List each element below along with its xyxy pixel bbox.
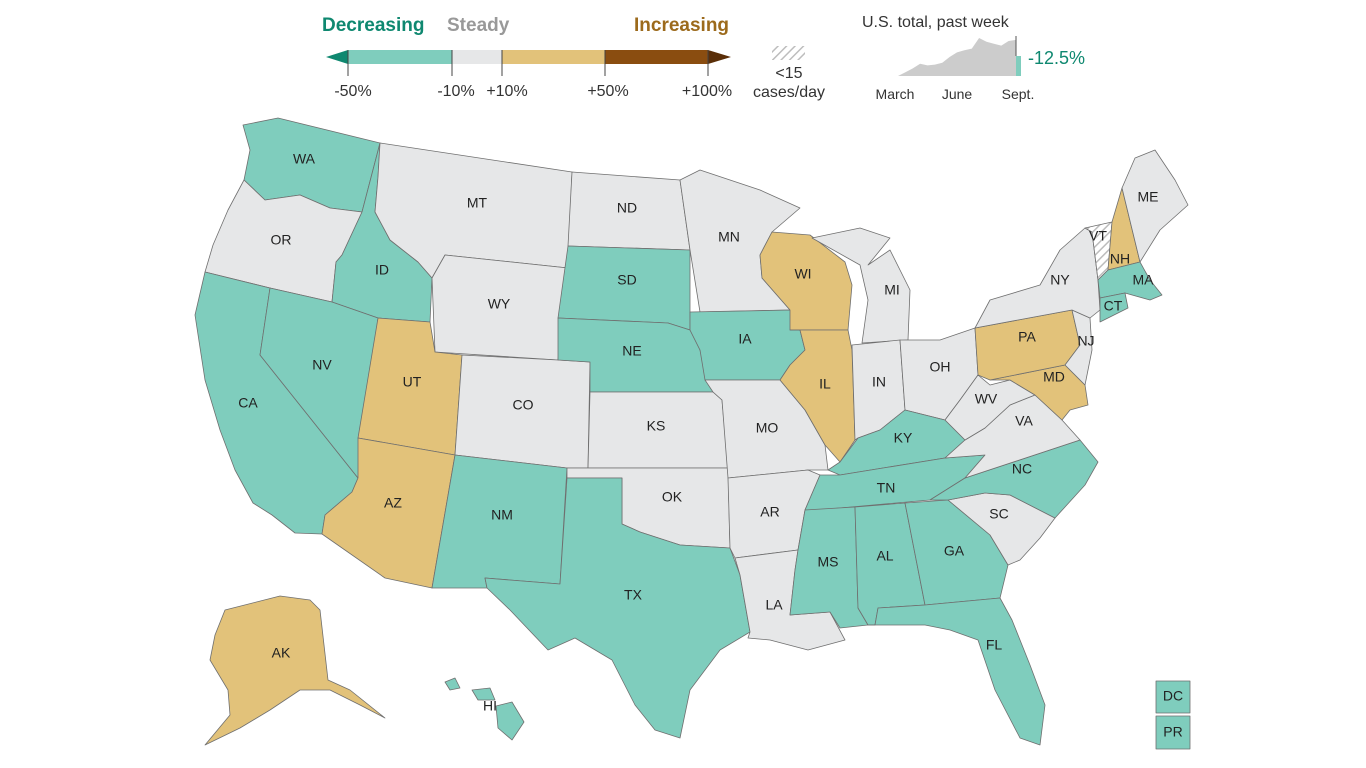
state-label: VA [1015,413,1033,429]
state-label: SC [989,506,1008,522]
state-label: ID [375,262,389,278]
state-label: UT [403,374,422,390]
state-label: AZ [384,495,402,511]
state-label: NH [1110,251,1130,267]
state-wy[interactable] [431,254,569,361]
state-label: CT [1104,298,1123,314]
state-label: OH [930,359,951,375]
state-label: NC [1012,461,1032,477]
state-label: MD [1043,369,1065,385]
state-label: NY [1050,272,1070,288]
legend-arrow-left [326,50,348,64]
state-dc[interactable] [1155,680,1191,714]
state-label: IA [738,331,752,347]
legend-tick-label: +100% [682,83,732,100]
state-label: DC [1163,688,1183,704]
legend-increasing-label: Increasing [634,15,729,36]
state-me[interactable] [1121,149,1189,263]
legend-bin-high-increasing [605,50,708,64]
legend-tick-label: +50% [587,83,628,100]
state-wv[interactable] [944,374,1036,441]
state-pr[interactable] [1155,715,1191,750]
state-label: MA [1133,272,1155,288]
state-label: AL [876,548,893,564]
state-label: TN [877,480,896,496]
state-label: NV [312,357,332,373]
sparkline-change-value: -12.5% [1028,48,1085,68]
us-total-sparkline: U.S. total, past week -12.5% March June … [862,14,1085,102]
state-nc[interactable] [929,439,1099,519]
state-label: WI [794,266,811,282]
state-tx[interactable] [484,477,751,739]
state-label: KS [647,418,666,434]
state-label: MI [884,282,900,298]
legend-hatch-label-line2: cases/day [753,84,825,101]
state-label: HI [483,698,497,714]
state-label: PA [1018,329,1036,345]
sparkline-x-label: June [942,86,973,102]
state-labels: WA OR CA ID NV MT WY UT AZ CO NM ND SD N… [238,151,1183,740]
state-ny[interactable] [974,227,1101,329]
state-label: AK [272,645,291,661]
sparkline-x-label: Sept. [1002,86,1035,102]
state-label: TX [624,587,643,603]
state-label: MT [467,195,488,211]
sparkline-x-label: March [876,86,915,102]
state-label: NE [622,343,641,359]
state-ct[interactable] [1099,292,1129,323]
legend-bin-decreasing [348,50,452,64]
sparkline-last-week-bar [1016,56,1021,76]
state-hi[interactable] [444,677,525,741]
state-label: AR [760,504,779,520]
state-label: LA [765,597,783,613]
state-label: OR [271,232,292,248]
state-label: OK [662,489,683,505]
state-label: MN [718,229,740,245]
state-label: CO [513,397,534,413]
sparkline-title: U.S. total, past week [862,14,1010,31]
state-label: WY [488,296,511,312]
state-label: MS [818,554,839,570]
state-label: CA [238,395,258,411]
legend-hatch-label-line1: <15 [775,65,802,82]
state-label: IN [872,374,886,390]
state-label: GA [944,543,965,559]
state-label: KY [894,430,913,446]
state-label: SD [617,272,636,288]
legend-hatch-swatch [772,46,805,60]
legend-arrow-right [708,50,731,64]
state-label: IL [819,376,831,392]
state-fl[interactable] [867,597,1046,746]
legend-decreasing-label: Decreasing [322,15,424,36]
state-label: PR [1163,724,1182,740]
state-label: NM [491,507,513,523]
legend-tick-label: +10% [486,83,527,100]
state-ak[interactable] [204,595,386,746]
legend-bin-steady [452,50,502,64]
state-label: NJ [1077,333,1094,349]
state-label: MO [756,420,779,436]
legend-tick-label: -50% [334,83,371,100]
state-label: FL [986,637,1003,653]
state-label: VT [1089,228,1107,244]
state-label: ME [1138,189,1159,205]
state-mi[interactable] [811,227,911,344]
legend-steady-label: Steady [447,15,510,36]
legend: Decreasing Steady Increasing -50% -10% +… [322,15,825,101]
states-layer [194,117,1191,750]
legend-bin-increasing [502,50,605,64]
state-label: ND [617,200,637,216]
sparkline-area [898,38,1016,76]
state-label: WA [293,151,316,167]
legend-tick-label: -10% [437,83,474,100]
state-sd[interactable] [557,245,691,331]
state-label: WV [975,391,998,407]
